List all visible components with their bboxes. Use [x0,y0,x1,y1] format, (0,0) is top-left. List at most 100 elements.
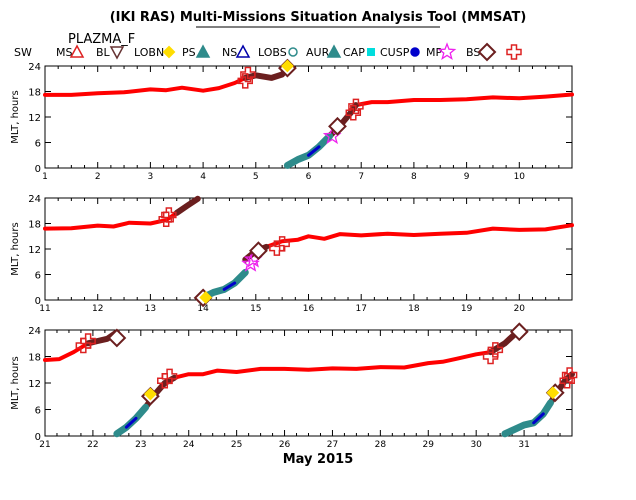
legend-label: MP [426,46,442,59]
lobn-symbol-icon [162,45,176,59]
bs-cross-marker [345,105,362,121]
x-tick-label: 15 [250,304,261,314]
x-tick-label: 6 [306,172,312,182]
north-sheet-trace [222,281,237,291]
legend-item: MS [56,44,85,59]
bs-diamond-marker [509,322,529,342]
y-tick-label: 24 [28,62,41,73]
legend-item: LOBS [258,46,298,59]
bs-cross-marker [487,342,504,358]
legend-item [506,44,522,60]
x-tick-label: 31 [518,440,529,450]
solar-wind-trace [264,223,574,249]
legend-label: PS [182,46,196,59]
panel-may-11-21: 11 12 13 14 15 16 17 18 19 20 0 6 12 18 24 MLT, hours [10,194,574,314]
bs-diamond-marker [249,241,268,261]
bs-cross-marker [161,207,177,223]
bs-cross-marker [348,98,364,115]
x-tick-label: 16 [303,304,315,314]
bow-shock-trace [173,195,201,216]
y-tick-label: 12 [28,245,41,256]
legend-label: AUR [306,46,330,59]
bs-cross-marker [161,368,178,385]
lobn-marker [546,386,560,400]
y-tick-label: 24 [28,326,41,337]
y-tick-label: 18 [28,353,41,364]
bs-cross-marker [237,73,254,89]
bs-cross-marker [269,240,285,256]
x-tick-label: 30 [470,440,482,450]
cusp-symbol-icon [410,47,420,57]
plasma-sheet-trace [113,403,150,438]
x-tick-label: 14 [197,304,209,314]
y-tick-label: 12 [28,113,41,124]
legend-item: CAP [343,46,375,59]
bs-cross-marker [559,373,575,389]
y-tick-label: 0 [35,432,41,443]
ms-symbol-icon [69,44,85,58]
legend-item: PS [182,44,211,59]
x-tick-label: 3 [148,172,154,182]
x-tick-label: 29 [423,440,435,450]
x-tick-label: 2 [95,172,101,182]
plasma-sheet-trace [283,132,334,169]
x-tick-label: 4 [200,172,206,182]
x-tick-label: 8 [411,172,417,182]
plasma-sheet-trace [199,268,249,301]
y-axis-label: MLT, hours [10,222,21,275]
legend-label: MS [56,46,72,59]
legend: SW MS BL LOBN PS NS LOBS AUR CAP CUSP MP BS [14,42,522,62]
y-tick-label: 6 [35,271,41,282]
bs-diamond-marker [107,328,127,348]
cap-symbol-icon [367,48,375,56]
legend-label: BL [96,46,111,59]
bs-cross-marker [561,367,578,383]
y-tick-label: 6 [35,406,41,417]
solar-wind-trace [43,341,91,362]
north-sheet-trace [307,145,321,157]
bs-symbol-icon [477,42,497,62]
x-tick-label: 25 [231,440,242,450]
x-tick-label: 11 [39,304,50,314]
north-sheet-trace [532,412,545,425]
x-tick-label: 18 [408,304,420,314]
app-title: (IKI RAS) Multi-Missions Situation Analy… [110,10,527,25]
legend-label: CAP [343,46,365,59]
lobn-marker [143,387,157,401]
x-tick-label: 13 [145,304,156,314]
bs-cross-symbol-icon [506,44,522,60]
bs-diamond-marker [328,116,347,136]
legend-item: NS [222,44,251,59]
bs-cross-marker [80,333,96,349]
y-axis-label: MLT, hours [10,90,21,143]
plasma-sheet-trace [501,399,554,438]
legend-label: LOBN [134,46,164,59]
satellite-name: PLAZMA_F [68,32,135,47]
bl-symbol-icon [109,46,125,60]
x-tick-label: 1 [42,172,48,182]
legend-item: MP [426,42,457,60]
legend-label: LOBS [258,46,287,59]
legend-item: CUSP [380,46,420,59]
legend-item: BL [96,46,125,60]
panel-may-21-32: 21 22 23 24 25 26 27 28 29 30 31 0 6 12 18 24 MLT, hours [10,322,578,450]
x-tick-label: 12 [92,304,103,314]
solar-wind-trace [172,350,493,380]
x-tick-label: 22 [87,440,98,450]
lobs-symbol-icon [288,47,298,57]
legend-item: LOBN [134,45,176,59]
legend-item: AUR [306,44,342,59]
aur-symbol-icon [326,44,342,58]
north-sheet-trace [124,416,138,429]
y-tick-label: 18 [28,88,41,99]
legend-label: SW [14,46,32,59]
x-tick-label: 5 [253,172,259,182]
x-tick-label: 7 [358,172,364,182]
x-tick-label: 10 [514,172,526,182]
x-tick-label: 28 [375,440,387,450]
y-tick-label: 24 [28,194,41,205]
y-axis-label: MLT, hours [10,356,21,409]
x-tick-label: 21 [39,440,50,450]
